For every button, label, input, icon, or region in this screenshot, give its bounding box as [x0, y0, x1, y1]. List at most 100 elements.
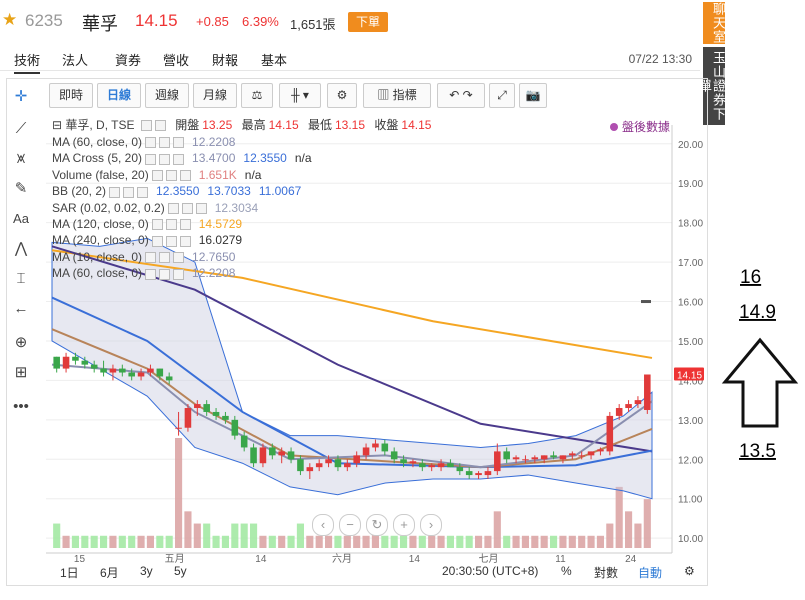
legend-study-row[interactable]: MA (240, close, 0) 16.0279 — [52, 232, 242, 248]
range-3y-button[interactable]: 3y — [140, 564, 153, 578]
fullscreen-icon[interactable]: ⤢ — [489, 83, 515, 108]
study-option-icon[interactable] — [167, 202, 179, 214]
tab-revenue[interactable]: 營收 — [163, 53, 190, 68]
reset-view-icon[interactable]: ↻ — [366, 514, 388, 536]
legend-eye-icon[interactable] — [140, 120, 152, 132]
tab-financials[interactable]: 財報 — [212, 53, 239, 68]
settings-gear-icon[interactable]: ⚙ — [327, 83, 357, 108]
legend-study-row[interactable]: MA (120, close, 0) 14.5729 — [52, 216, 242, 232]
study-option-icon[interactable] — [151, 235, 163, 247]
study-option-icon[interactable] — [159, 137, 171, 149]
study-name: MA Cross (5, 20) — [52, 151, 143, 166]
zoom-out-icon[interactable]: − — [339, 514, 361, 536]
candle-body — [503, 451, 510, 460]
crosshair-icon[interactable]: ✛ — [14, 88, 28, 105]
pattern-icon[interactable]: ⋀ — [14, 240, 28, 257]
legend-study-row[interactable]: MA (60, close, 0) 12.2208 — [52, 265, 235, 281]
volume-bar — [428, 535, 436, 548]
candle — [119, 364, 126, 377]
study-option-icon[interactable] — [173, 252, 185, 264]
undo-redo-icon[interactable]: ↶ ↷ — [437, 83, 485, 108]
scroll-left-icon[interactable]: ‹ — [312, 514, 334, 536]
chat-room-button[interactable]: 聊天室 — [703, 2, 726, 44]
study-value: n/a — [294, 151, 312, 166]
study-option-icon[interactable] — [145, 252, 157, 264]
camera-icon[interactable]: 📷 — [519, 83, 547, 108]
tab-technical[interactable]: 技術 — [14, 50, 41, 74]
period-daily-button[interactable]: 日線 — [97, 83, 141, 108]
zoom-in-nav-icon[interactable]: + — [393, 514, 415, 536]
measure-icon[interactable]: ⌶ — [16, 270, 26, 287]
study-option-icon[interactable] — [151, 219, 163, 231]
percent-scale-button[interactable]: % — [561, 564, 572, 578]
study-option-icon[interactable] — [181, 202, 193, 214]
broker-order-button[interactable]: 玉山證券下單 — [697, 47, 726, 125]
candle — [62, 352, 70, 373]
study-option-icon[interactable] — [123, 186, 135, 198]
study-option-icon[interactable] — [173, 137, 185, 149]
study-option-icon[interactable] — [137, 186, 149, 198]
study-option-icon[interactable] — [109, 186, 121, 198]
order-button[interactable]: 下單 — [348, 12, 388, 32]
auto-scale-button[interactable]: 自動 — [638, 566, 663, 580]
range-6m-button[interactable]: 6月 — [100, 566, 119, 580]
candle — [531, 455, 539, 464]
scale-settings-gear-icon[interactable]: ⚙ — [684, 564, 695, 578]
tab-margin[interactable]: 資券 — [115, 53, 142, 68]
legend-study-row[interactable]: MA (60, close, 0) 12.2208 — [52, 134, 235, 150]
legend-settings-icon[interactable] — [154, 120, 166, 132]
legend-study-row[interactable]: SAR (0.02, 0.02, 0.2) 12.3034 — [52, 200, 258, 216]
period-monthly-button[interactable]: 月線 — [193, 83, 237, 108]
study-option-icon[interactable] — [173, 268, 185, 280]
study-option-icon[interactable] — [145, 153, 157, 165]
legend-study-row[interactable]: MA Cross (5, 20) 13.4700 12.3550 n/a — [52, 150, 312, 166]
study-option-icon[interactable] — [173, 153, 185, 165]
legend-collapse-icon[interactable]: ⊟ — [52, 118, 66, 132]
period-realtime-button[interactable]: 即時 — [49, 83, 93, 108]
legend-study-row[interactable]: BB (20, 2) 12.3550 13.7033 11.0067 — [52, 183, 301, 199]
study-option-icon[interactable] — [159, 153, 171, 165]
ruler-icon[interactable]: ⊞ — [14, 364, 28, 381]
zoom-in-icon[interactable]: ⊕ — [14, 334, 28, 351]
text-tool-icon[interactable]: Aa — [13, 211, 29, 226]
candle-body — [475, 473, 482, 476]
legend-study-row[interactable]: Volume (false, 20) 1.651K n/a — [52, 167, 261, 183]
study-option-icon[interactable] — [195, 202, 207, 214]
brush-icon[interactable]: ✎ — [14, 180, 28, 197]
range-1d-button[interactable]: 1日 — [60, 566, 79, 580]
legend-title-row: ⊟ 華孚, D, TSE 開盤 13.25 最高 14.15 最低 13.15 收盤 1… — [52, 117, 431, 133]
indicator-button[interactable]: ▥ 指標 — [363, 83, 431, 108]
study-option-icon[interactable] — [165, 235, 177, 247]
tab-basic[interactable]: 基本 — [261, 53, 288, 68]
more-icon[interactable]: ••• — [13, 398, 29, 415]
trend-line-icon[interactable]: ⟋ — [15, 120, 27, 137]
study-option-icon[interactable] — [179, 235, 191, 247]
low-value: 13.15 — [335, 118, 366, 132]
study-option-icon[interactable] — [145, 268, 157, 280]
fork-icon[interactable]: ⩙ — [16, 150, 26, 167]
tab-institutional[interactable]: 法人 — [62, 53, 89, 68]
volume-bar — [362, 535, 370, 548]
legend-study-row[interactable]: MA (10, close, 0) 12.7650 — [52, 249, 235, 265]
scroll-right-icon[interactable]: › — [420, 514, 442, 536]
arrow-left-icon[interactable]: ← — [13, 300, 29, 317]
favorite-star-icon[interactable]: ★ — [2, 10, 18, 29]
study-option-icon[interactable] — [165, 219, 177, 231]
volume-bar — [193, 523, 201, 548]
period-weekly-button[interactable]: 週線 — [145, 83, 189, 108]
scale-icon[interactable]: ⚖ — [241, 83, 273, 108]
study-option-icon[interactable] — [159, 252, 171, 264]
study-option-icon[interactable] — [151, 170, 163, 182]
range-5y-button[interactable]: 5y — [174, 564, 187, 578]
candle-type-icon[interactable]: ╫ ▾ — [279, 83, 321, 108]
study-option-icon[interactable] — [159, 268, 171, 280]
log-scale-button[interactable]: 對數 — [594, 566, 619, 580]
after-hours-toggle[interactable]: 盤後數據 — [610, 118, 670, 135]
study-name: MA (120, close, 0) — [52, 217, 149, 231]
study-option-icon[interactable] — [165, 170, 177, 182]
study-option-icon[interactable] — [179, 219, 191, 231]
study-option-icon[interactable] — [179, 170, 191, 182]
study-option-icon[interactable] — [145, 137, 157, 149]
candle-body — [334, 459, 342, 468]
